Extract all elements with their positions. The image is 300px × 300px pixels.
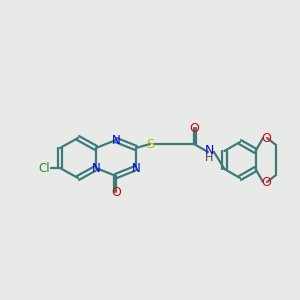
Text: O: O xyxy=(261,176,271,188)
Text: O: O xyxy=(189,122,199,134)
Text: N: N xyxy=(204,145,214,158)
Text: H: H xyxy=(205,153,213,163)
Text: N: N xyxy=(112,134,120,146)
Text: N: N xyxy=(132,161,140,175)
Text: O: O xyxy=(111,185,121,199)
Text: O: O xyxy=(261,131,271,145)
Text: N: N xyxy=(92,161,100,175)
Text: S: S xyxy=(146,137,154,151)
Text: Cl: Cl xyxy=(38,161,50,175)
